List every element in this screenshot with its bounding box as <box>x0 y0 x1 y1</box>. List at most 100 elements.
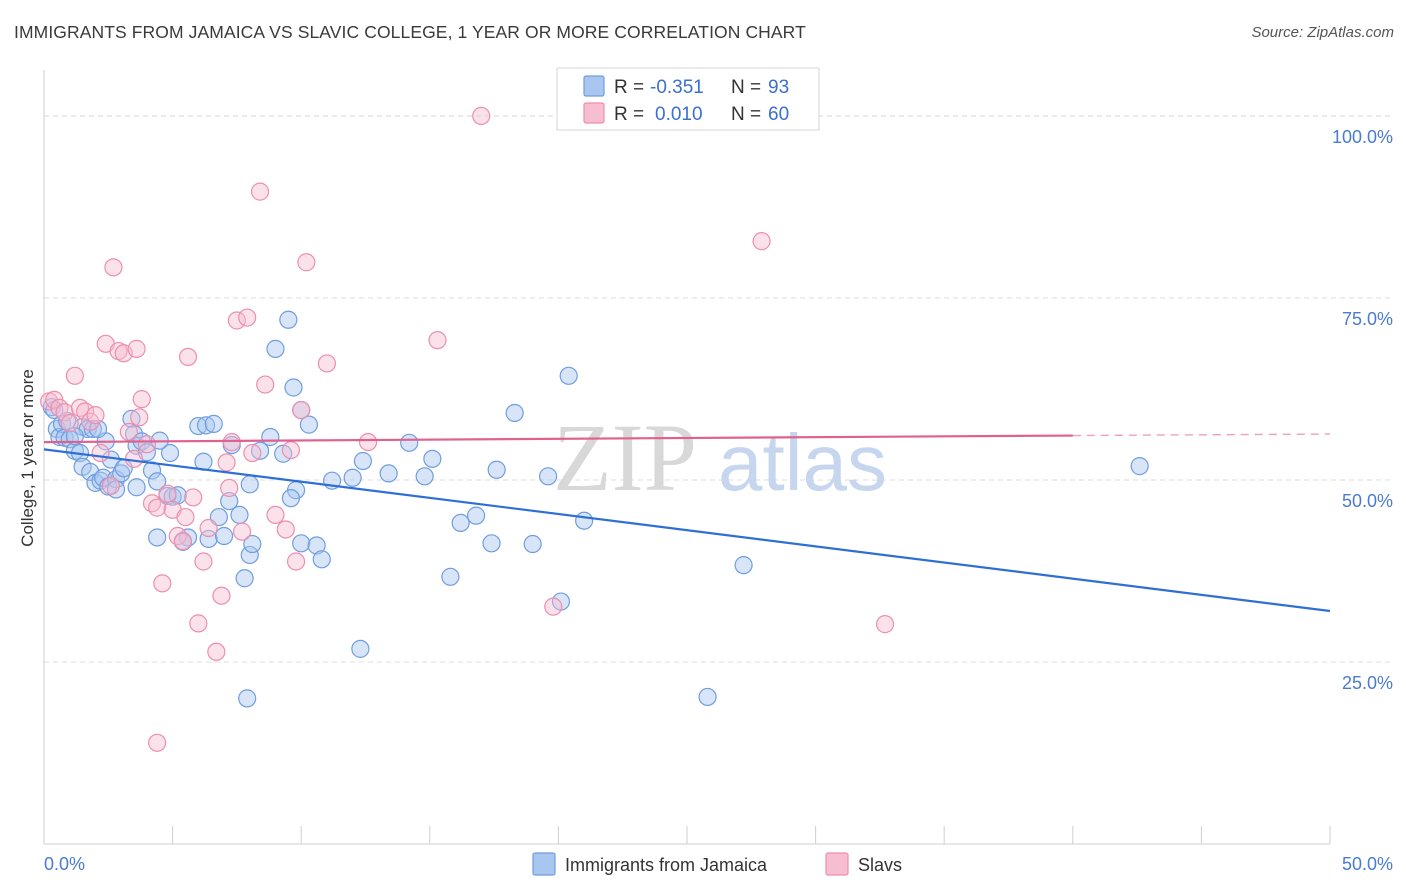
point-slavs <box>222 432 241 452</box>
point-jamaica <box>423 449 442 468</box>
point-jamaica <box>189 416 208 436</box>
point-slavs <box>220 478 239 498</box>
point-jamaica <box>575 511 594 530</box>
bottom-legend-label-slavs: Slavs <box>858 855 902 875</box>
y-tick-label: 50.0% <box>1342 491 1393 511</box>
bottom-legend-swatch-slavs <box>825 852 849 876</box>
point-jamaica <box>343 468 362 487</box>
y-tick-label: 100.0% <box>1332 127 1393 147</box>
point-jamaica <box>127 478 146 497</box>
point-slavs <box>65 366 84 385</box>
point-jamaica <box>351 639 370 658</box>
point-jamaica <box>312 550 331 569</box>
point-slavs <box>130 408 149 427</box>
point-jamaica <box>240 545 259 565</box>
point-jamaica <box>238 689 257 708</box>
point-slavs <box>266 505 285 525</box>
point-slavs <box>472 106 491 126</box>
point-slavs <box>243 443 262 463</box>
bottom-legend-label-jamaica: Immigrants from Jamaica <box>565 855 768 875</box>
tick-labels: 25.0% 50.0% 75.0% 100.0% 0.0% 50.0% <box>44 127 1393 874</box>
y-axis-label: College, 1 year or more <box>18 369 37 547</box>
point-jamaica <box>505 403 524 423</box>
point-slavs <box>178 347 198 367</box>
point-jamaica <box>266 339 285 358</box>
point-slavs <box>256 375 275 394</box>
legend-r-value-2: 0.010 <box>655 104 703 125</box>
point-jamaica <box>240 475 259 494</box>
point-slavs <box>137 435 156 454</box>
point-jamaica <box>523 534 542 554</box>
point-slavs <box>317 354 337 373</box>
trend-lines <box>43 433 1331 613</box>
point-jamaica <box>160 443 180 463</box>
point-slavs <box>91 443 110 463</box>
point-slavs <box>127 339 146 358</box>
point-slavs <box>212 586 231 605</box>
point-jamaica <box>299 415 319 434</box>
bottom-legend-swatch-jamaica <box>532 852 556 876</box>
point-jamaica <box>734 556 753 575</box>
point-slavs <box>148 498 167 517</box>
point-jamaica <box>284 378 303 397</box>
point-jamaica <box>292 534 311 553</box>
point-slavs <box>286 552 306 571</box>
point-slavs <box>153 574 172 593</box>
point-slavs <box>101 476 120 495</box>
point-jamaica <box>199 529 218 549</box>
point-jamaica <box>83 419 102 439</box>
point-slavs <box>184 488 203 507</box>
y-tick-label: 25.0% <box>1342 673 1393 693</box>
x-tick-label-end: 50.0% <box>1342 854 1393 874</box>
point-jamaica <box>400 433 419 452</box>
point-jamaica <box>148 528 167 547</box>
point-jamaica <box>235 569 254 588</box>
x-tick-label-start: 0.0% <box>44 854 85 874</box>
point-slavs <box>281 441 301 460</box>
point-slavs <box>217 453 236 472</box>
watermark-zip: ZIP <box>553 404 697 511</box>
point-slavs <box>132 390 151 409</box>
point-slavs <box>297 253 316 272</box>
legend-n-label-1: N = <box>731 77 761 98</box>
chart-source: Source: ZipAtlas.com <box>1251 24 1394 41</box>
legend-r-value-1: -0.351 <box>650 77 704 98</box>
legend-swatch-slavs <box>583 102 605 124</box>
legend-n-label-2: N = <box>731 104 761 125</box>
legend-swatch-jamaica <box>583 75 605 97</box>
point-slavs <box>173 532 192 551</box>
point-jamaica <box>482 534 501 553</box>
legend-n-value-2: 60 <box>768 104 789 125</box>
point-jamaica <box>559 366 578 385</box>
point-slavs <box>544 597 563 616</box>
point-slavs <box>76 402 95 421</box>
point-jamaica <box>196 416 216 435</box>
point-slavs <box>358 432 378 452</box>
point-jamaica <box>148 472 167 491</box>
point-slavs <box>250 182 270 201</box>
point-slavs <box>227 311 246 330</box>
axes <box>43 70 1331 845</box>
point-jamaica <box>279 310 298 329</box>
point-jamaica <box>441 567 460 586</box>
point-slavs <box>199 518 218 538</box>
point-slavs <box>86 406 105 425</box>
point-slavs <box>292 400 311 420</box>
point-jamaica <box>112 464 131 483</box>
point-jamaica <box>214 526 234 546</box>
legend-r-label-2: R = <box>614 104 644 125</box>
point-slavs <box>752 232 771 251</box>
point-jamaica <box>353 451 373 471</box>
trend-line-slavs-extension <box>1072 433 1331 437</box>
data-points <box>40 106 1149 752</box>
point-jamaica <box>466 506 486 525</box>
point-jamaica <box>60 430 79 449</box>
point-slavs <box>158 484 177 503</box>
point-slavs <box>168 526 187 546</box>
watermark-atlas: atlas <box>718 418 887 507</box>
point-slavs <box>148 733 167 752</box>
point-slavs <box>238 308 257 327</box>
point-jamaica <box>204 414 223 433</box>
y-tick-label: 75.0% <box>1342 309 1393 329</box>
